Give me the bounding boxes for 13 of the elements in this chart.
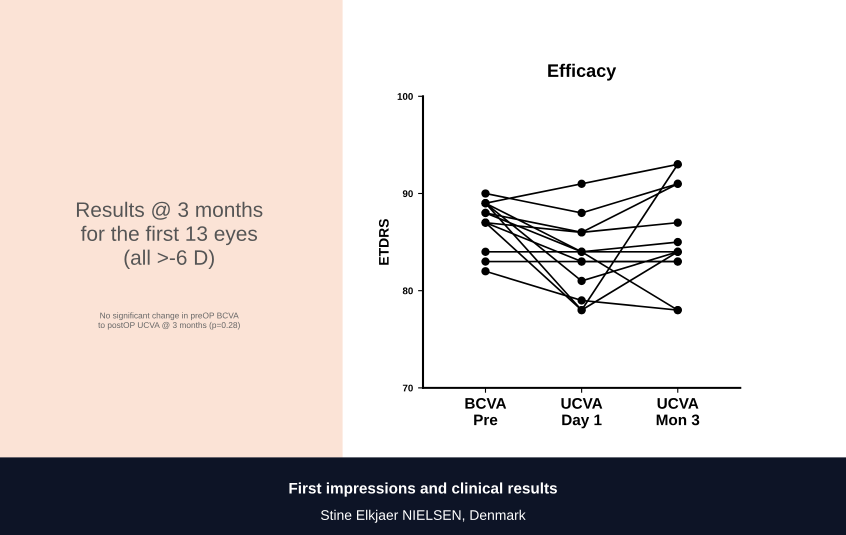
y-tick-label: 80 bbox=[402, 287, 413, 294]
y-tick-label: 100 bbox=[398, 93, 413, 100]
x-tick-label: UCVA Day 1 bbox=[561, 398, 602, 428]
y-tick-label: 90 bbox=[402, 190, 413, 198]
text: First impressions and clinical results bbox=[289, 482, 557, 497]
y-axis-title: ETDRS bbox=[378, 219, 389, 265]
x-tick-label: BCVA Pre bbox=[465, 398, 506, 426]
text: No significant change in preOP BCVA to postOP UCVA @ 3 months (p=0.28) bbox=[98, 312, 240, 330]
text: Results @ 3 months for the first 13 eyes (all >-6 D) bbox=[76, 202, 262, 270]
x-tick-label: UCVA Mon 3 bbox=[656, 398, 700, 426]
chart-title: Efficacy bbox=[548, 64, 616, 81]
y-tick-label: 70 bbox=[402, 384, 413, 392]
text: Stine Elkjaer NIELSEN, Denmark bbox=[320, 510, 526, 523]
